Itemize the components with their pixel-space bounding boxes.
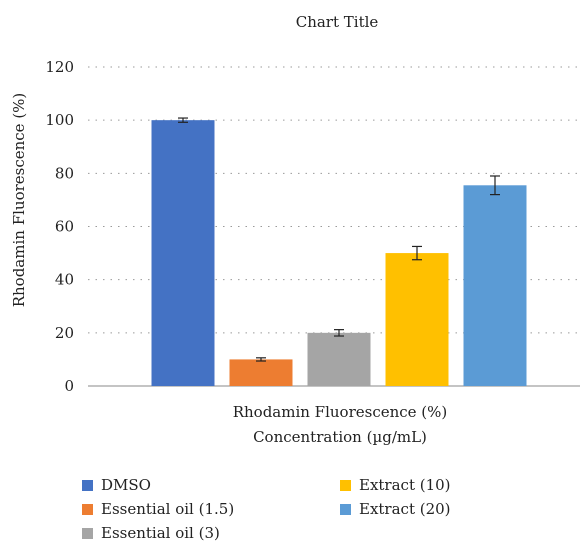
y-tick-label: 0 [64,377,74,395]
legend-label: Essential oil (3) [101,524,220,542]
y-tick-label: 80 [55,164,74,182]
legend-label: DMSO [101,476,151,494]
bar-dmso [151,120,215,387]
error-bar [334,329,344,337]
legend-item: Extract (10) [340,476,451,494]
legend-label: Extract (20) [359,500,451,518]
bar-chart: Chart Title 0 20 40 60 80 100 120 Rhodamin Flu… [10,13,580,446]
bar-extract-10 [385,253,449,386]
legend-item: DMSO [82,476,151,494]
x-axis-label: Rhodamin Fluorescence (%) [233,403,448,421]
y-tick-label: 60 [55,218,74,236]
y-axis-label: Rhodamin Fluorescence (%) [10,93,28,308]
y-tick-label: 20 [55,324,74,342]
bar-essential-oil-1-5 [229,359,293,386]
error-bar [256,357,266,362]
y-tick-label: 100 [45,111,74,129]
legend-swatch [82,503,93,515]
legend-swatch [82,479,93,491]
y-axis-ticks: 0 20 40 60 80 100 120 [45,58,74,395]
bar-extract-20 [463,185,527,386]
error-bar [490,175,500,196]
bar-essential-oil-3 [307,332,371,386]
error-bar [412,245,422,261]
bars [151,120,527,387]
legend-swatch [340,503,351,515]
y-tick-label: 120 [45,58,74,76]
x-axis-label-secondary: Concentration (µg/mL) [253,428,427,446]
legend-item: Essential oil (3) [82,524,220,542]
error-bar [178,117,188,123]
chart-title: Chart Title [296,13,379,31]
y-tick-label: 40 [55,271,74,289]
legend-label: Extract (10) [359,476,451,494]
legend-label: Essential oil (1.5) [101,500,235,518]
error-bars [178,117,500,362]
legend-item: Essential oil (1.5) [82,500,234,518]
legend-item: Extract (20) [340,500,451,518]
legend-swatch [340,479,351,491]
legend-swatch [82,527,93,539]
